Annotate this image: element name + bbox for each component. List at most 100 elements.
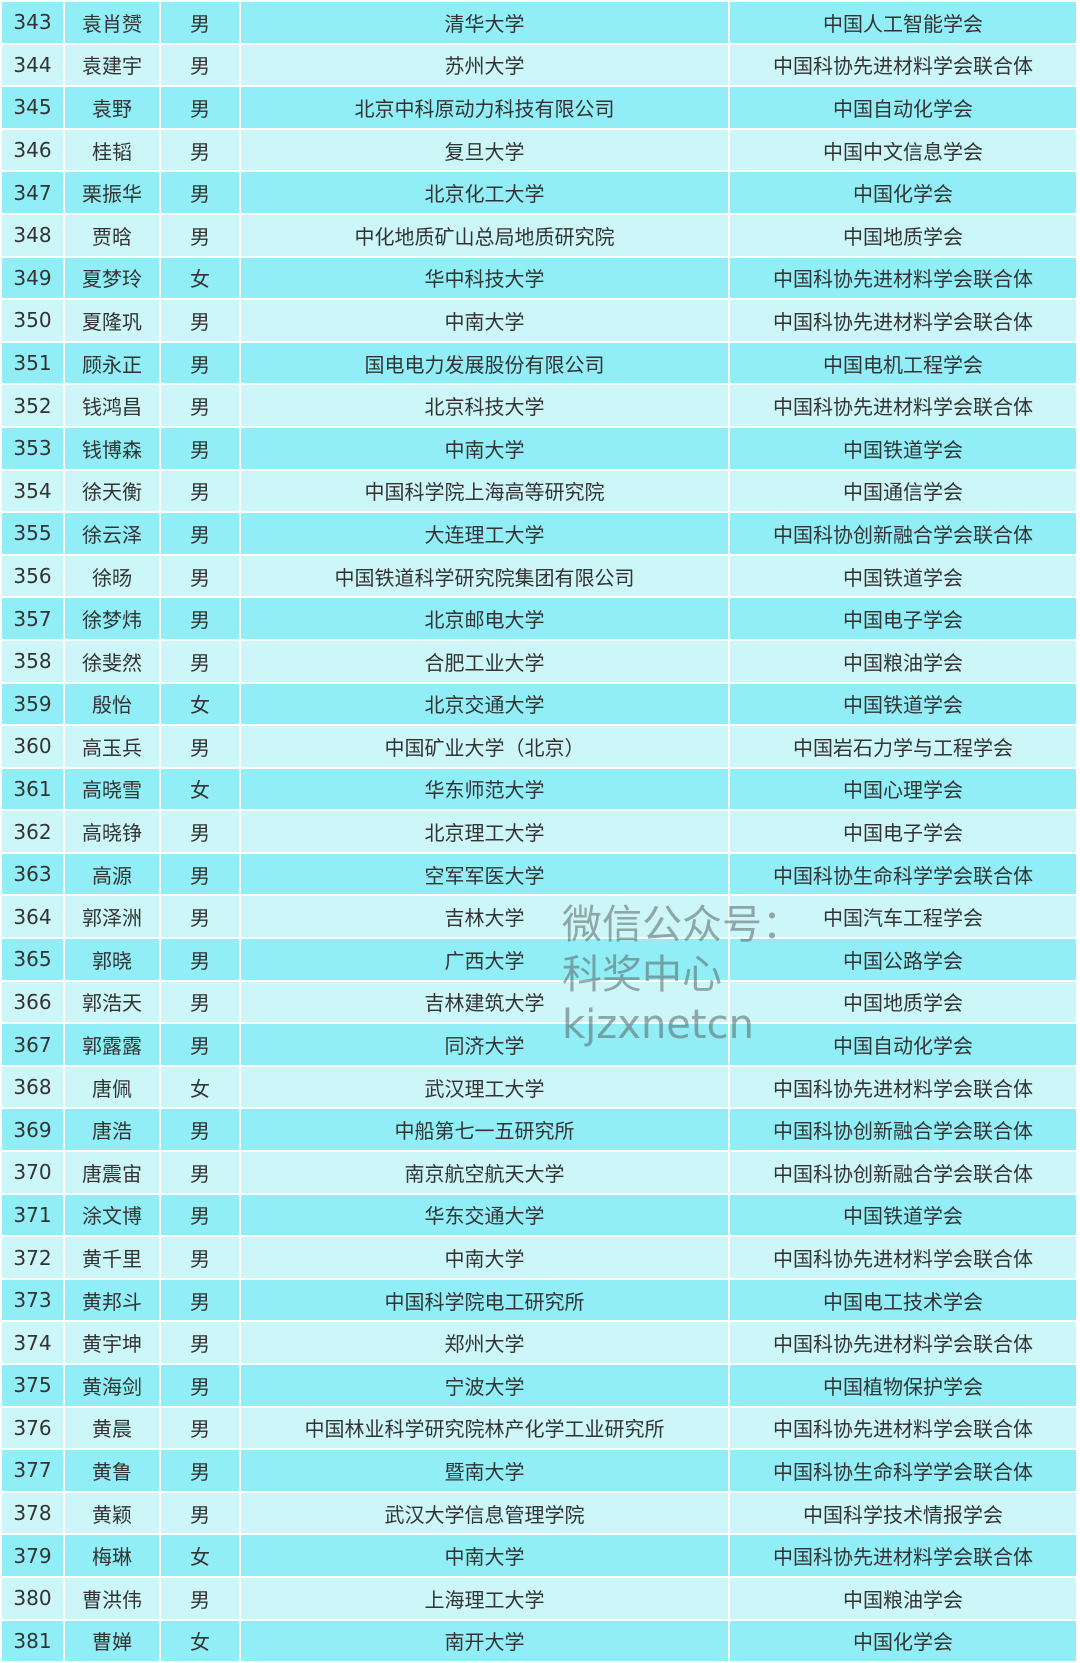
table-row: 354 徐天衡男中国科学院上海高等研究院 中国通信学会 — [0, 468, 1078, 514]
cell-gender: 男 — [159, 979, 241, 1025]
cell-name: 徐斐然 — [63, 638, 161, 684]
cell-organization: 大连理工大学 — [239, 511, 730, 556]
table-row: 377 黄鲁男暨南大学 中国科协生命科学学会联合体 — [0, 1448, 1078, 1493]
cell-gender: 男 — [159, 638, 241, 684]
cell-gender: 男 — [159, 511, 241, 556]
table-row: 344 袁建宇男苏州大学 中国科协先进材料学会联合体 — [0, 42, 1078, 88]
cell-society: 中国科协先进材料学会联合体 — [728, 255, 1078, 301]
table-row: 376 黄晨男中国林业科学研究院林产化学工业研究所 中国科协先进材料学会联合体 — [0, 1405, 1078, 1451]
cell-organization: 北京中科原动力科技有限公司 — [239, 85, 730, 130]
cell-organization: 苏州大学 — [239, 42, 730, 88]
cell-organization: 中化地质矿山总局地质研究院 — [239, 212, 730, 258]
cell-name: 高晓铮 — [63, 809, 161, 854]
cell-gender: 男 — [159, 0, 241, 45]
cell-row-number: 364 — [0, 894, 65, 940]
cell-name: 高晓雪 — [63, 766, 161, 812]
cell-row-number: 353 — [0, 425, 65, 471]
table-row: 369 唐浩男中船第七一五研究所 中国科协创新融合学会联合体 — [0, 1107, 1078, 1153]
cell-name: 夏梦玲 — [63, 255, 161, 301]
cell-name: 顾永正 — [63, 340, 161, 386]
cell-society: 中国科协先进材料学会联合体 — [728, 298, 1078, 343]
cell-row-number: 365 — [0, 937, 65, 982]
cell-gender: 女 — [159, 681, 241, 727]
cell-gender: 男 — [159, 1575, 241, 1621]
cell-name: 桂韬 — [63, 127, 161, 173]
cell-society: 中国电机工程学会 — [728, 340, 1078, 386]
cell-gender: 女 — [159, 255, 241, 301]
cell-organization: 中国科学院电工研究所 — [239, 1277, 730, 1323]
cell-organization: 北京化工大学 — [239, 170, 730, 215]
cell-name: 徐云泽 — [63, 511, 161, 556]
cell-name: 唐震宙 — [63, 1150, 161, 1195]
table-row: 359 殷怡女北京交通大学 中国铁道学会 — [0, 681, 1078, 727]
cell-name: 徐旸 — [63, 553, 161, 599]
cell-row-number: 367 — [0, 1022, 65, 1067]
cell-organization: 暨南大学 — [239, 1448, 730, 1493]
table-row: 357 徐梦炜男北京邮电大学 中国电子学会 — [0, 596, 1078, 641]
cell-row-number: 356 — [0, 553, 65, 599]
cell-gender: 男 — [159, 170, 241, 215]
cell-row-number: 373 — [0, 1277, 65, 1323]
cell-society: 中国电子学会 — [728, 596, 1078, 641]
cell-name: 郭露露 — [63, 1022, 161, 1067]
cell-organization: 复旦大学 — [239, 127, 730, 173]
cell-organization: 广西大学 — [239, 937, 730, 982]
cell-gender: 男 — [159, 596, 241, 641]
cell-gender: 男 — [159, 1192, 241, 1238]
cell-society: 中国铁道学会 — [728, 1192, 1078, 1238]
cell-row-number: 355 — [0, 511, 65, 556]
cell-organization: 郑州大学 — [239, 1320, 730, 1365]
table-row: 368 唐佩女武汉理工大学 中国科协先进材料学会联合体 — [0, 1064, 1078, 1110]
cell-gender: 男 — [159, 894, 241, 940]
table-row: 353 钱博森男中南大学 中国铁道学会 — [0, 425, 1078, 471]
cell-society: 中国铁道学会 — [728, 425, 1078, 471]
cell-society: 中国科协创新融合学会联合体 — [728, 1150, 1078, 1195]
cell-gender: 女 — [159, 1618, 241, 1663]
cell-name: 郭晓 — [63, 937, 161, 982]
cell-society: 中国科协创新融合学会联合体 — [728, 1107, 1078, 1153]
cell-row-number: 359 — [0, 681, 65, 727]
table-row: 360 高玉兵男中国矿业大学（北京） 中国岩石力学与工程学会 — [0, 724, 1078, 769]
cell-society: 中国自动化学会 — [728, 85, 1078, 130]
cell-society: 中国人工智能学会 — [728, 0, 1078, 45]
cell-society: 中国岩石力学与工程学会 — [728, 724, 1078, 769]
table-row: 350 夏隆巩男中南大学 中国科协先进材料学会联合体 — [0, 298, 1078, 343]
cell-row-number: 345 — [0, 85, 65, 130]
cell-society: 中国化学会 — [728, 170, 1078, 215]
cell-name: 夏隆巩 — [63, 298, 161, 343]
cell-society: 中国粮油学会 — [728, 638, 1078, 684]
cell-society: 中国地质学会 — [728, 979, 1078, 1025]
cell-row-number: 372 — [0, 1235, 65, 1280]
cell-row-number: 352 — [0, 383, 65, 428]
cell-organization: 中船第七一五研究所 — [239, 1107, 730, 1153]
cell-society: 中国科协先进材料学会联合体 — [728, 1405, 1078, 1451]
cell-name: 贾晗 — [63, 212, 161, 258]
table-row: 346 桂韬男复旦大学 中国中文信息学会 — [0, 127, 1078, 173]
cell-gender: 女 — [159, 1533, 241, 1578]
cell-organization: 中国林业科学研究院林产化学工业研究所 — [239, 1405, 730, 1451]
cell-name: 徐梦炜 — [63, 596, 161, 641]
table-row: 355 徐云泽男大连理工大学 中国科协创新融合学会联合体 — [0, 511, 1078, 556]
cell-gender: 男 — [159, 1405, 241, 1451]
cell-name: 曹洪伟 — [63, 1575, 161, 1621]
cell-society: 中国科协生命科学学会联合体 — [728, 851, 1078, 897]
cell-row-number: 368 — [0, 1064, 65, 1110]
cell-organization: 清华大学 — [239, 0, 730, 45]
cell-society: 中国心理学会 — [728, 766, 1078, 812]
cell-society: 中国科协先进材料学会联合体 — [728, 1235, 1078, 1280]
cell-organization: 中南大学 — [239, 425, 730, 471]
cell-row-number: 379 — [0, 1533, 65, 1578]
cell-row-number: 366 — [0, 979, 65, 1025]
cell-name: 徐天衡 — [63, 468, 161, 514]
cell-society: 中国铁道学会 — [728, 681, 1078, 727]
cell-name: 黄千里 — [63, 1235, 161, 1280]
cell-gender: 男 — [159, 809, 241, 854]
cell-organization: 武汉理工大学 — [239, 1064, 730, 1110]
cell-organization: 华中科技大学 — [239, 255, 730, 301]
cell-society: 中国科协先进材料学会联合体 — [728, 42, 1078, 88]
cell-name: 黄颖 — [63, 1490, 161, 1536]
cell-organization: 合肥工业大学 — [239, 638, 730, 684]
cell-row-number: 351 — [0, 340, 65, 386]
table-row: 361 高晓雪女华东师范大学 中国心理学会 — [0, 766, 1078, 812]
cell-name: 黄鲁 — [63, 1448, 161, 1493]
